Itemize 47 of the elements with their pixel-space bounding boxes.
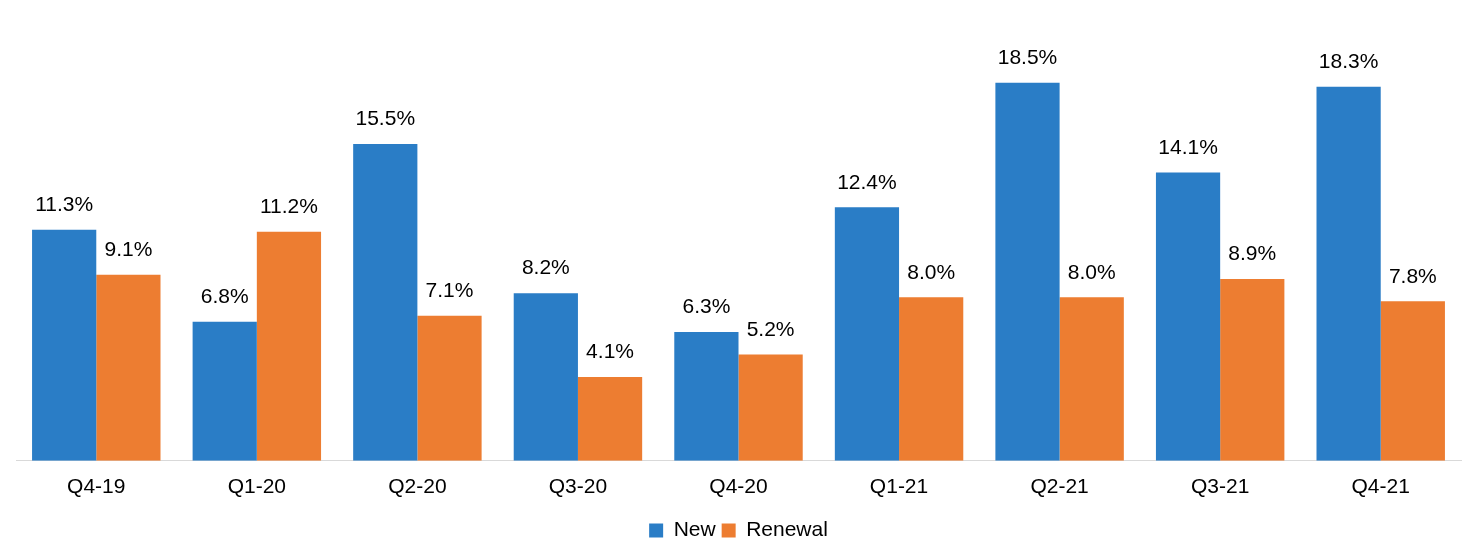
legend-label: Renewal [746, 517, 828, 541]
data-label: 18.3% [1318, 49, 1379, 73]
data-label: 6.8% [200, 284, 249, 308]
data-label: 15.5% [355, 106, 416, 130]
x-tick-label: Q1-20 [227, 474, 287, 498]
data-label: 7.8% [1388, 263, 1437, 287]
data-label: 5.2% [746, 316, 795, 340]
data-label: 11.3% [35, 192, 94, 216]
bar [1059, 297, 1124, 461]
bar [1316, 86, 1381, 461]
bar [577, 377, 643, 461]
data-label: 6.3% [682, 294, 731, 318]
bar [674, 332, 739, 461]
x-tick-label: Q3-21 [1190, 474, 1250, 498]
data-label: 9.1% [104, 237, 153, 261]
bar [32, 229, 97, 461]
bar [256, 231, 322, 461]
x-tick-label: Q1-21 [869, 474, 929, 498]
bar [738, 354, 803, 461]
bar [417, 315, 482, 461]
bar [1380, 301, 1445, 461]
x-tick-label: Q4-19 [67, 474, 126, 498]
bar [1220, 278, 1285, 461]
bar [353, 143, 418, 461]
data-label: 12.4% [837, 169, 897, 193]
legend-label: New [673, 517, 717, 541]
data-label: 7.1% [425, 277, 474, 301]
data-label: 8.9% [1228, 241, 1277, 265]
data-label: 14.1% [1158, 134, 1218, 158]
bar [513, 293, 578, 461]
data-label: 18.5% [997, 44, 1058, 68]
bar [1155, 172, 1221, 461]
bar [899, 297, 964, 461]
x-tick-label: Q3-20 [548, 474, 608, 498]
data-label: 4.1% [586, 339, 634, 363]
data-label: 8.2% [521, 255, 570, 279]
bar [96, 274, 161, 461]
x-tick-label: Q2-21 [1030, 474, 1089, 498]
data-label: 8.0% [907, 259, 956, 283]
x-tick-label: Q4-21 [1351, 474, 1410, 498]
bar [834, 207, 900, 461]
bar [995, 82, 1060, 461]
bar [192, 321, 257, 461]
data-label: 11.2% [259, 194, 318, 218]
x-tick-label: Q4-20 [709, 474, 768, 498]
x-tick-label: Q2-20 [388, 474, 447, 498]
data-label: 8.0% [1067, 259, 1116, 283]
